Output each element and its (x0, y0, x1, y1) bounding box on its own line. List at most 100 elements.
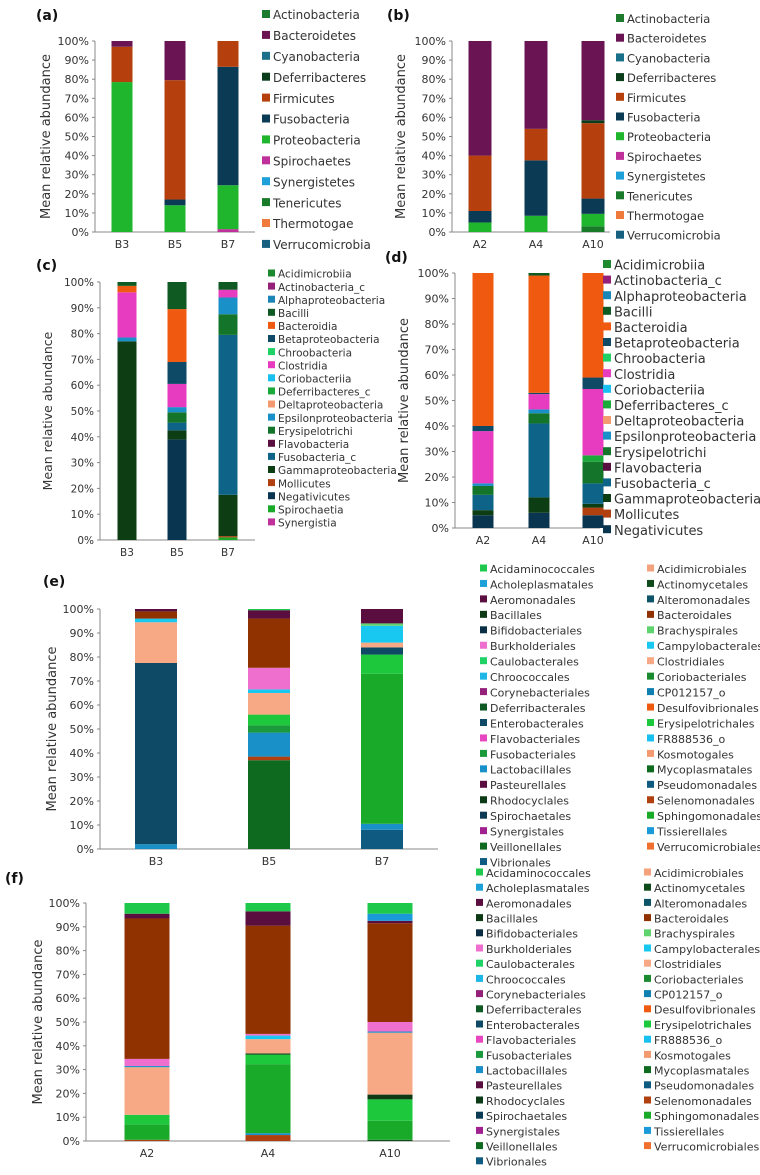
legend-label: Corynebacteriales (490, 686, 590, 699)
legend-label: Desulfovibrionales (657, 702, 759, 715)
y-tick-label: 20% (56, 1087, 80, 1100)
legend-label: Pasteurellales (490, 779, 566, 792)
legend-item: Burkholderiales (480, 640, 576, 653)
legend-item: Synergistetes (616, 170, 706, 184)
legend-swatch (262, 93, 270, 102)
y-tick-label: 100% (58, 35, 89, 48)
legend-label: Mycoplasmatales (657, 764, 753, 777)
legend-item: Desulfovibrionales (644, 1004, 756, 1017)
bar-segment-erysipelotrichales: A4 Erysipelotrichales: 4% (245, 1054, 291, 1065)
legend-swatch (644, 1096, 651, 1104)
legend-item: Bifidobacteriales (476, 928, 578, 941)
legend-label: Bacteroidia (278, 321, 337, 333)
legend-label: Bacillales (490, 609, 542, 622)
bar-segment-tenericutes: A10 Tenericutes: 3% (581, 226, 605, 232)
bar-segment-spirochaetes: B7 Spirochaetes: 1.5% (217, 229, 239, 232)
legend-swatch (647, 811, 654, 819)
x-tick-label: A10 (379, 1147, 401, 1160)
legend-item: Acidaminococcales (476, 867, 591, 880)
bar-segment-firmicutes: A2 Firmicutes: 29% (468, 155, 492, 211)
legend-swatch (476, 1005, 483, 1013)
legend-swatch (476, 1066, 483, 1074)
bar-segment-negativicutes: A10 Negativicutes: 5% (582, 515, 604, 528)
legend-item: Spirochaetia (268, 504, 344, 516)
legend-label: Chroococcales (486, 973, 566, 986)
legend-item: Cyanobacteria (262, 50, 360, 64)
legend-label: Spirochaetes (273, 155, 351, 169)
legend-swatch (480, 749, 487, 757)
legend-label: Erysipelotrichales (654, 1019, 752, 1032)
legend-swatch (616, 230, 624, 239)
legend-item: Synergistales (476, 1125, 560, 1138)
legend-swatch (476, 929, 483, 937)
legend-item: Tissierellales (644, 1125, 724, 1138)
legend-label: Verrucomicrobiales (654, 1140, 759, 1153)
legend-label: Gammaproteobacteria (614, 493, 760, 508)
legend-swatch (262, 239, 270, 248)
legend-swatch (603, 369, 611, 378)
legend-label: Actinobacteria (627, 12, 710, 26)
chart-panel-f: (f) 0% 10% 20% 30% 40% 50% 60% 70% 80% 90% 100% Mean… (5, 867, 760, 1169)
legend-label: Firmicutes (273, 92, 335, 106)
legend-item: Erysipelotrichi (603, 446, 707, 461)
bar-segment-bacteroidia: B3 Bacteroidia: 2.5% (117, 285, 137, 293)
legend-swatch (480, 719, 487, 726)
bar-segment-acidaminococcales: A10 Acidaminococcales: 4.5% (367, 903, 413, 914)
legend-swatch (268, 505, 275, 513)
legend-item: Erysipelotrichales (644, 1019, 752, 1032)
legend-swatch (616, 132, 624, 141)
legend-label: Fusobacteriales (490, 748, 576, 761)
legend-item: Fusobacteriales (476, 1049, 572, 1062)
legend-label: FR888536_o (657, 733, 725, 746)
legend-label: Tissierellales (656, 826, 727, 839)
legend-swatch (603, 494, 611, 502)
legend-item: Chroococcales (476, 973, 566, 986)
legend-item: Spirochaetales (476, 1110, 567, 1123)
y-tick-label: 50% (70, 723, 94, 736)
legend-label: Clostridia (278, 360, 328, 372)
legend-item: Firmicutes (262, 92, 335, 106)
x-tick-label: B5 (170, 547, 184, 559)
legend-label: Acidimicrobiales (657, 563, 747, 576)
legend-swatch (262, 177, 270, 186)
bar-segment-firmicutes: A10 Firmicutes: 39.5% (581, 123, 605, 199)
legend-item: Burkholderiales (476, 943, 572, 956)
legend-item: Acidimicrobiia (268, 269, 352, 281)
bar-segment-fusobacteria: A4 Fusobacteria: 29% (524, 160, 548, 216)
y-tick-label: 50% (65, 131, 89, 144)
legend-item: Coriobacteriia (603, 383, 705, 398)
bar-segment-aeromonadales: B5 Aeromonadales: 3.5% (248, 610, 290, 619)
legend-item: Pseudomonadales (644, 1080, 754, 1093)
legend-label: Kosmotogales (654, 1049, 731, 1062)
legend-label: Flavobacteriales (486, 1034, 576, 1047)
x-tick-label: B7 (375, 855, 390, 868)
x-tick-label: B7 (221, 547, 235, 559)
bar-segment-acidaminococcales: A4 Acidaminococcales: 3.5% (245, 903, 291, 912)
legend-swatch (262, 30, 270, 39)
legend-swatch (268, 479, 275, 487)
y-axis-title: Mean relative abundance (39, 54, 54, 219)
bar-segment-brachyspirales: B7 Brachyspirales: 1% (361, 623, 403, 626)
legend-label: Caulobacterales (490, 656, 579, 669)
bar-segment-epsilonproteobacteria: B7 Epsilonproteobacteria: 6.5% (218, 297, 238, 315)
y-tick-label: 80% (56, 945, 80, 958)
y-tick-label: 60% (422, 111, 446, 124)
bar-segment-lactobacillales: A2 Lactobacillales: 0.5% (124, 1066, 170, 1068)
bar-segment-gammaproteobacteria: A2 Gammaproteobacteria: 2% (472, 510, 494, 516)
y-tick-label: 0% (77, 843, 94, 856)
legend-label: Tenericutes (272, 196, 341, 210)
legend-label: Enterobacterales (486, 1019, 580, 1032)
legend-swatch (603, 338, 611, 346)
legend-item: Negativicutes (268, 491, 350, 503)
legend-item: Deltaproteobacteria (603, 415, 744, 430)
legend-item: Flavobacteriales (480, 733, 580, 746)
y-tick-label: 70% (71, 354, 94, 366)
legend-item: Verrucomicrobia (262, 238, 371, 252)
y-tick-label: 10% (422, 207, 446, 220)
legend-swatch (603, 431, 611, 440)
legend-label: Bifidobacteriales (490, 625, 582, 638)
legend-item: Actinobacteria (262, 8, 360, 22)
legend-swatch (603, 400, 611, 409)
legend-item: Flavobacteria (603, 461, 702, 476)
